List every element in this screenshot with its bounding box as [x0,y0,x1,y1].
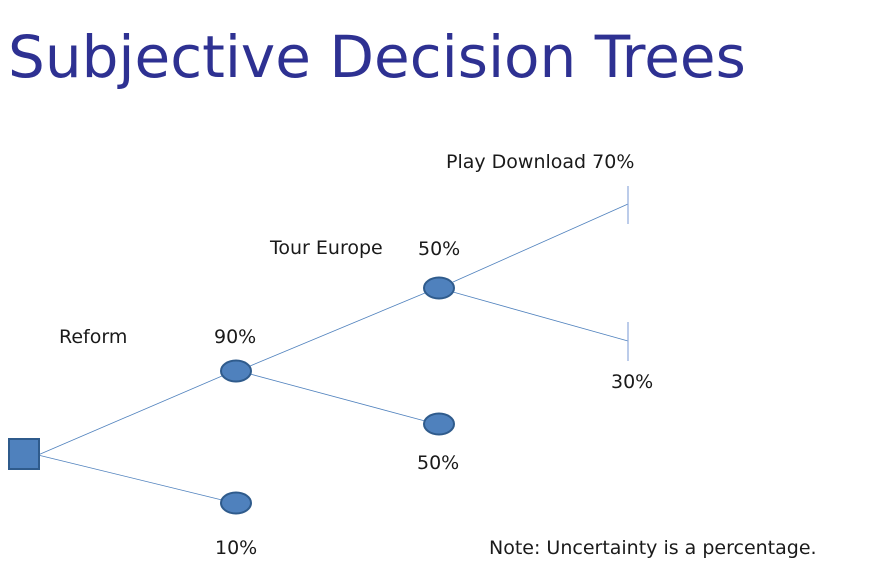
decision-node [8,438,40,470]
probability-reform-fail: 10% [215,537,258,559]
probability-tour-fail: 50% [417,452,460,474]
chance-node-reform-fail [220,491,252,515]
probability-reform-success: 90% [214,326,257,348]
uncertainty-note: Note: Uncertainty is a percentage. [489,537,817,559]
branch-label-reform: Reform [59,326,128,348]
chance-node-tour-fail [423,412,455,436]
chance-node-tour [423,276,455,300]
branch-reform-fail [37,454,223,501]
slide-title: Subjective Decision Trees [8,23,746,91]
chance-node-reform [220,359,252,383]
branch-tour-fail [249,373,426,422]
probability-tour-success: 50% [418,238,461,260]
branch-reform-success [37,375,223,456]
branch-label-play-download: Play Download 70% [446,153,634,172]
branch-label-tour-europe: Tour Europe [270,237,383,259]
probability-download-success: 70% [592,151,635,173]
branch-label-play-download-text: Play Download [446,151,587,173]
branch-download-fail [452,291,629,342]
branch-tour-success [249,292,426,367]
probability-download-fail: 30% [611,371,654,393]
branch-download-success [452,203,629,283]
